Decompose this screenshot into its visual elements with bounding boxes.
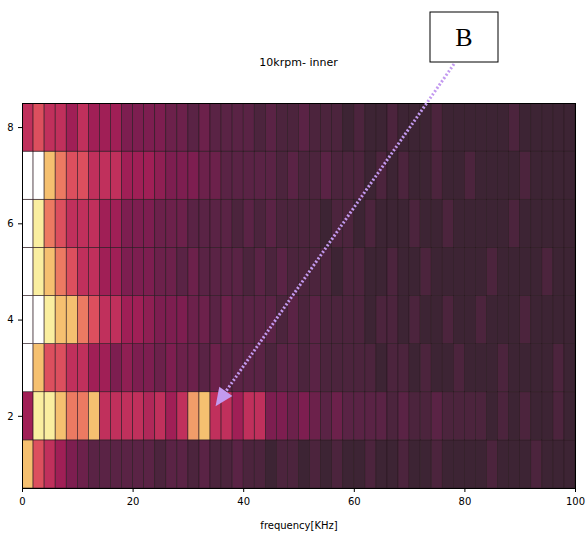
svg-text:8: 8 [7,122,13,133]
svg-text:20: 20 [127,496,140,507]
svg-text:60: 60 [348,496,361,507]
svg-text:0: 0 [19,496,25,507]
svg-text:80: 80 [459,496,472,507]
svg-text:40: 40 [237,496,250,507]
svg-text:100: 100 [566,496,585,507]
svg-text:2: 2 [7,411,13,422]
svg-text:10krpm- inner: 10krpm- inner [259,56,338,69]
svg-text:6: 6 [7,218,13,229]
svg-text:B: B [455,23,472,52]
svg-text:4: 4 [7,314,13,325]
svg-text:frequency[KHz]: frequency[KHz] [260,520,337,531]
